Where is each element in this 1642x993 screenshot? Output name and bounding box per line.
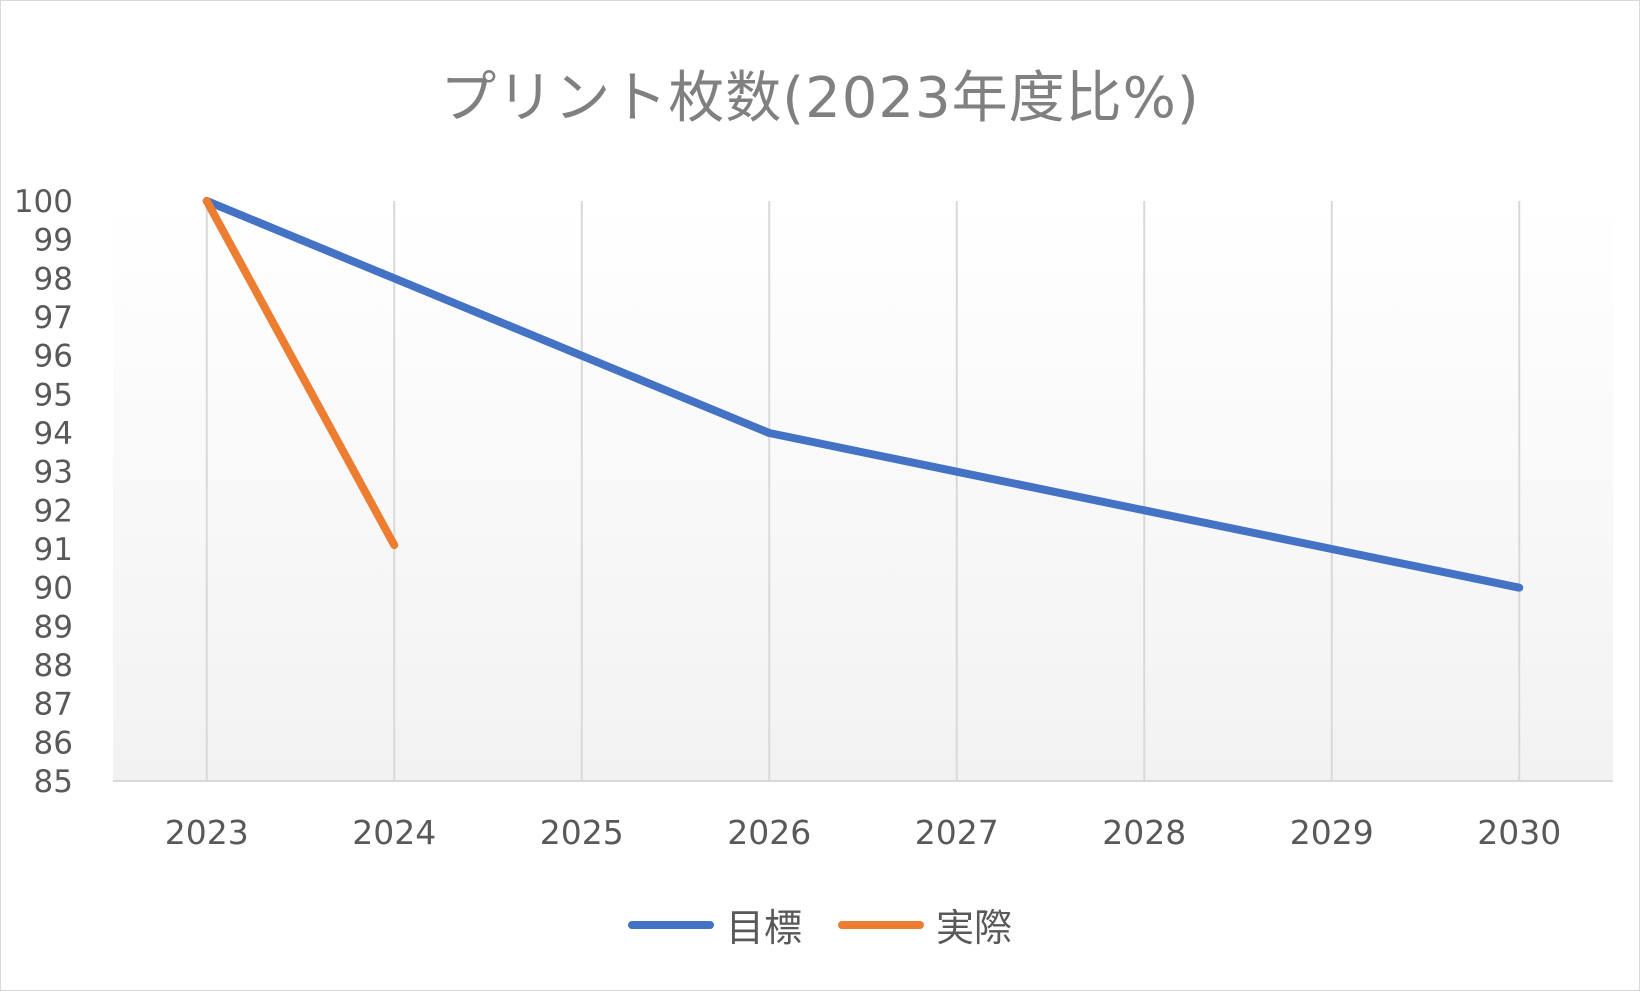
series-lines — [202, 197, 1524, 592]
y-tick-label-92: 92 — [34, 493, 73, 529]
legend-item-target: 目標 — [627, 897, 802, 952]
gridlines — [205, 201, 1521, 781]
y-tick-label-93: 93 — [34, 455, 73, 491]
y-tick-label-95: 95 — [34, 377, 73, 413]
legend-label-target: 目標 — [725, 906, 802, 950]
y-tick-label-85: 85 — [34, 764, 73, 800]
legend-item-actual: 実際 — [838, 897, 1012, 952]
plot-background — [113, 201, 1613, 781]
chart-title: プリント枚数(2023年度比%) — [440, 66, 1200, 131]
y-tick-label-88: 88 — [34, 648, 73, 684]
x-tick-label-2030: 2030 — [1477, 813, 1561, 852]
y-tick-label-89: 89 — [34, 609, 73, 645]
y-tick-label-96: 96 — [34, 339, 73, 375]
x-tick-label-2026: 2026 — [727, 813, 811, 852]
y-tick-label-94: 94 — [34, 416, 73, 452]
x-tick-label-2027: 2027 — [915, 813, 999, 852]
x-tick-label-2028: 2028 — [1102, 813, 1186, 852]
x-tick-label-2025: 2025 — [540, 813, 624, 852]
legend: 目標 実際 — [1, 897, 1639, 952]
y-tick-label-100: 100 — [14, 184, 73, 220]
y-tick-label-90: 90 — [34, 571, 73, 607]
x-axis-ticks: 2023 2024 2025 2026 2027 2028 2029 2030 — [165, 813, 1561, 852]
y-tick-label-87: 87 — [34, 687, 73, 723]
y-tick-label-86: 86 — [34, 725, 73, 761]
legend-swatch-target — [627, 920, 714, 929]
y-tick-label-97: 97 — [34, 300, 73, 336]
series-line-0 — [202, 197, 1524, 592]
legend-swatch-actual — [838, 920, 924, 929]
legend-label-actual: 実際 — [936, 906, 1013, 950]
x-tick-label-2023: 2023 — [165, 813, 249, 852]
series-line-1 — [202, 197, 399, 550]
x-tick-label-2024: 2024 — [352, 813, 436, 852]
y-tick-label-98: 98 — [34, 261, 73, 297]
y-tick-label-91: 91 — [34, 532, 73, 568]
x-tick-label-2029: 2029 — [1290, 813, 1374, 852]
y-tick-label-99: 99 — [34, 223, 73, 259]
